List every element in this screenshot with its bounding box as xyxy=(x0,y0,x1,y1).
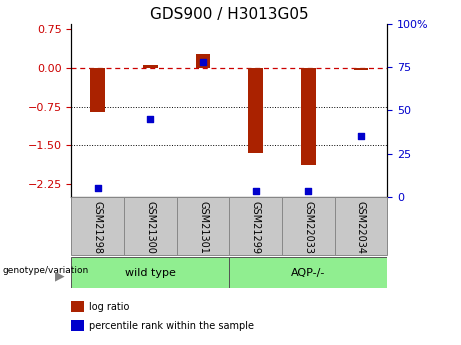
Text: GSM22033: GSM22033 xyxy=(303,201,313,254)
Bar xyxy=(143,65,158,68)
Point xyxy=(147,116,154,122)
Bar xyxy=(71,197,124,255)
Text: ▶: ▶ xyxy=(55,270,65,283)
Point xyxy=(94,185,101,191)
Bar xyxy=(282,197,335,255)
Text: wild type: wild type xyxy=(125,268,176,277)
Bar xyxy=(229,257,387,288)
Title: GDS900 / H3013G05: GDS900 / H3013G05 xyxy=(150,7,309,22)
Bar xyxy=(248,68,263,153)
Bar xyxy=(71,257,230,288)
Bar xyxy=(90,68,105,112)
Text: GSM21299: GSM21299 xyxy=(251,201,260,254)
Point xyxy=(252,189,260,194)
Bar xyxy=(335,197,387,255)
Text: log ratio: log ratio xyxy=(89,302,129,312)
Point xyxy=(199,59,207,65)
Point xyxy=(305,189,312,194)
Text: GSM21301: GSM21301 xyxy=(198,201,208,254)
Text: AQP-/-: AQP-/- xyxy=(291,268,325,277)
Text: GSM21300: GSM21300 xyxy=(145,201,155,254)
Bar xyxy=(124,197,177,255)
Text: percentile rank within the sample: percentile rank within the sample xyxy=(89,321,254,331)
Text: GSM22034: GSM22034 xyxy=(356,201,366,254)
Bar xyxy=(354,68,368,70)
Bar xyxy=(177,197,229,255)
Text: genotype/variation: genotype/variation xyxy=(2,266,89,276)
Bar xyxy=(301,68,316,165)
Text: GSM21298: GSM21298 xyxy=(93,201,103,254)
Point xyxy=(357,134,365,139)
Bar xyxy=(71,301,83,312)
Bar xyxy=(71,320,83,331)
Bar xyxy=(229,197,282,255)
Bar xyxy=(195,53,210,68)
